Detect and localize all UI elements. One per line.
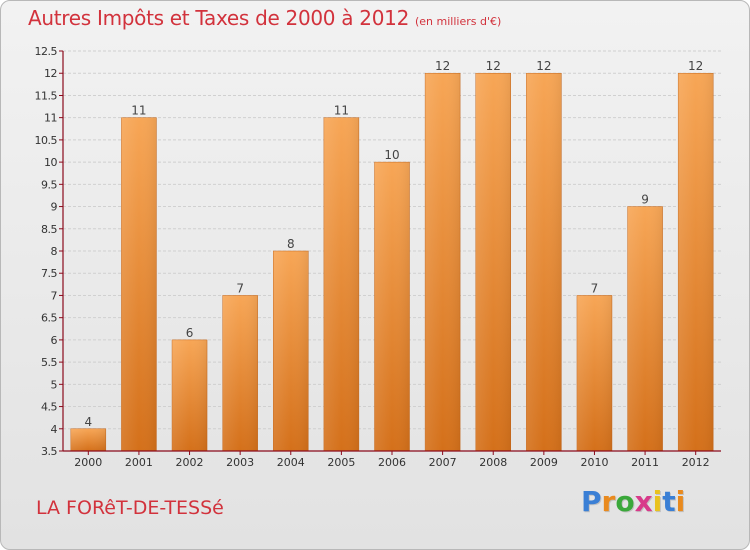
bar-value-label: 9 — [641, 193, 649, 207]
bar-shine — [121, 117, 157, 452]
bar-shine — [374, 162, 410, 451]
x-tick-label: 2001 — [125, 456, 153, 469]
bar-value-label: 7 — [591, 281, 599, 295]
x-tick-label: 2000 — [74, 456, 102, 469]
y-tick-label: 12.5 — [35, 45, 58, 58]
x-tick-label: 2004 — [277, 456, 305, 469]
chart-title: Autres Impôts et Taxes de 2000 à 2012 (en… — [28, 6, 501, 30]
axes: 3.5 4 4.5 5 5.5 6 6.5 7 7.5 8 8.5 9 9.5 10 10.5 11 11.5 1… — [35, 45, 721, 469]
bar-value-label: 11 — [334, 104, 349, 118]
x-tick-label: 2006 — [378, 456, 406, 469]
bar-value-label: 8 — [287, 237, 295, 251]
bar-value-label: 12 — [688, 59, 703, 73]
chart-unit: (en milliers d'€) — [415, 15, 502, 28]
x-tick-label: 2012 — [682, 456, 710, 469]
bar-shine — [273, 251, 309, 451]
bar-value-label: 12 — [486, 59, 501, 73]
x-tick-label: 2009 — [530, 456, 558, 469]
y-tick-label: 6.5 — [41, 312, 57, 325]
y-tick-label: 10.5 — [35, 134, 58, 147]
logo-letter: o — [615, 485, 635, 518]
y-tick-label: 3.5 — [41, 445, 57, 458]
y-tick-label: 5 — [51, 378, 58, 391]
bar-value-label: 11 — [131, 104, 146, 118]
bar-shine — [576, 295, 612, 451]
y-tick-label: 7.5 — [41, 267, 57, 280]
y-tick-label: 9 — [51, 201, 58, 214]
value-labels: 4 11 6 7 8 11 10 12 12 12 7 9 12 — [84, 59, 703, 429]
x-tick-label: 2005 — [327, 456, 355, 469]
bar-value-label: 7 — [236, 281, 244, 295]
bar-shine — [323, 117, 359, 452]
chart-title-text: Autres Impôts et Taxes de 2000 à 2012 — [28, 6, 409, 30]
y-tick-label: 5.5 — [41, 356, 57, 369]
bar-shine — [627, 206, 663, 451]
bars — [70, 72, 714, 452]
bar-shine — [678, 73, 714, 451]
y-tick-label: 8.5 — [41, 223, 57, 236]
place-name: LA FORêT-DE-TESSé — [36, 497, 224, 519]
bar-value-label: 12 — [435, 59, 450, 73]
bar-shine — [70, 428, 106, 451]
y-tick-label: 10 — [44, 156, 57, 169]
bar-value-label: 10 — [384, 148, 399, 162]
bar-shine — [172, 339, 208, 451]
x-tick-label: 2007 — [429, 456, 457, 469]
bar-value-label: 6 — [186, 326, 194, 340]
y-tick-label: 12 — [44, 67, 57, 80]
x-tick-label: 2003 — [226, 456, 254, 469]
y-tick-label: 6 — [51, 334, 58, 347]
bar-shine — [526, 73, 562, 451]
x-tick-label: 2010 — [580, 456, 608, 469]
logo-letter: i — [652, 485, 663, 518]
logo-letter: x — [634, 485, 653, 518]
logo-letter: P — [581, 485, 602, 518]
logo-letter: i — [675, 485, 686, 518]
y-tick-label: 4 — [51, 423, 58, 436]
logo-letter: t — [662, 485, 676, 518]
y-tick-label: 7 — [51, 289, 58, 302]
y-tick-label: 11 — [44, 112, 57, 125]
y-tick-label: 8 — [51, 245, 58, 258]
bar-shine — [425, 73, 461, 451]
bar-shine — [222, 295, 258, 451]
x-tick-label: 2011 — [631, 456, 659, 469]
bar-value-label: 12 — [536, 59, 551, 73]
x-tick-label: 2008 — [479, 456, 507, 469]
bar-value-label: 4 — [84, 415, 92, 429]
y-tick-label: 9.5 — [41, 178, 57, 191]
x-tick-label: 2002 — [176, 456, 204, 469]
proxiti-logo: Proxiti — [581, 485, 685, 518]
y-tick-label: 11.5 — [35, 89, 58, 102]
bar-shine — [475, 73, 511, 451]
logo-letter: r — [601, 485, 616, 518]
y-tick-label: 4.5 — [41, 401, 57, 414]
